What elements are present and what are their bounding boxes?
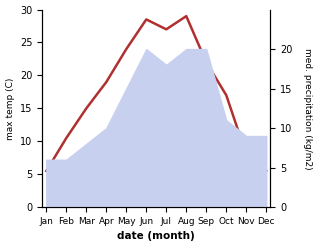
- X-axis label: date (month): date (month): [117, 231, 195, 242]
- Y-axis label: med. precipitation (kg/m2): med. precipitation (kg/m2): [303, 48, 313, 169]
- Y-axis label: max temp (C): max temp (C): [5, 77, 15, 140]
